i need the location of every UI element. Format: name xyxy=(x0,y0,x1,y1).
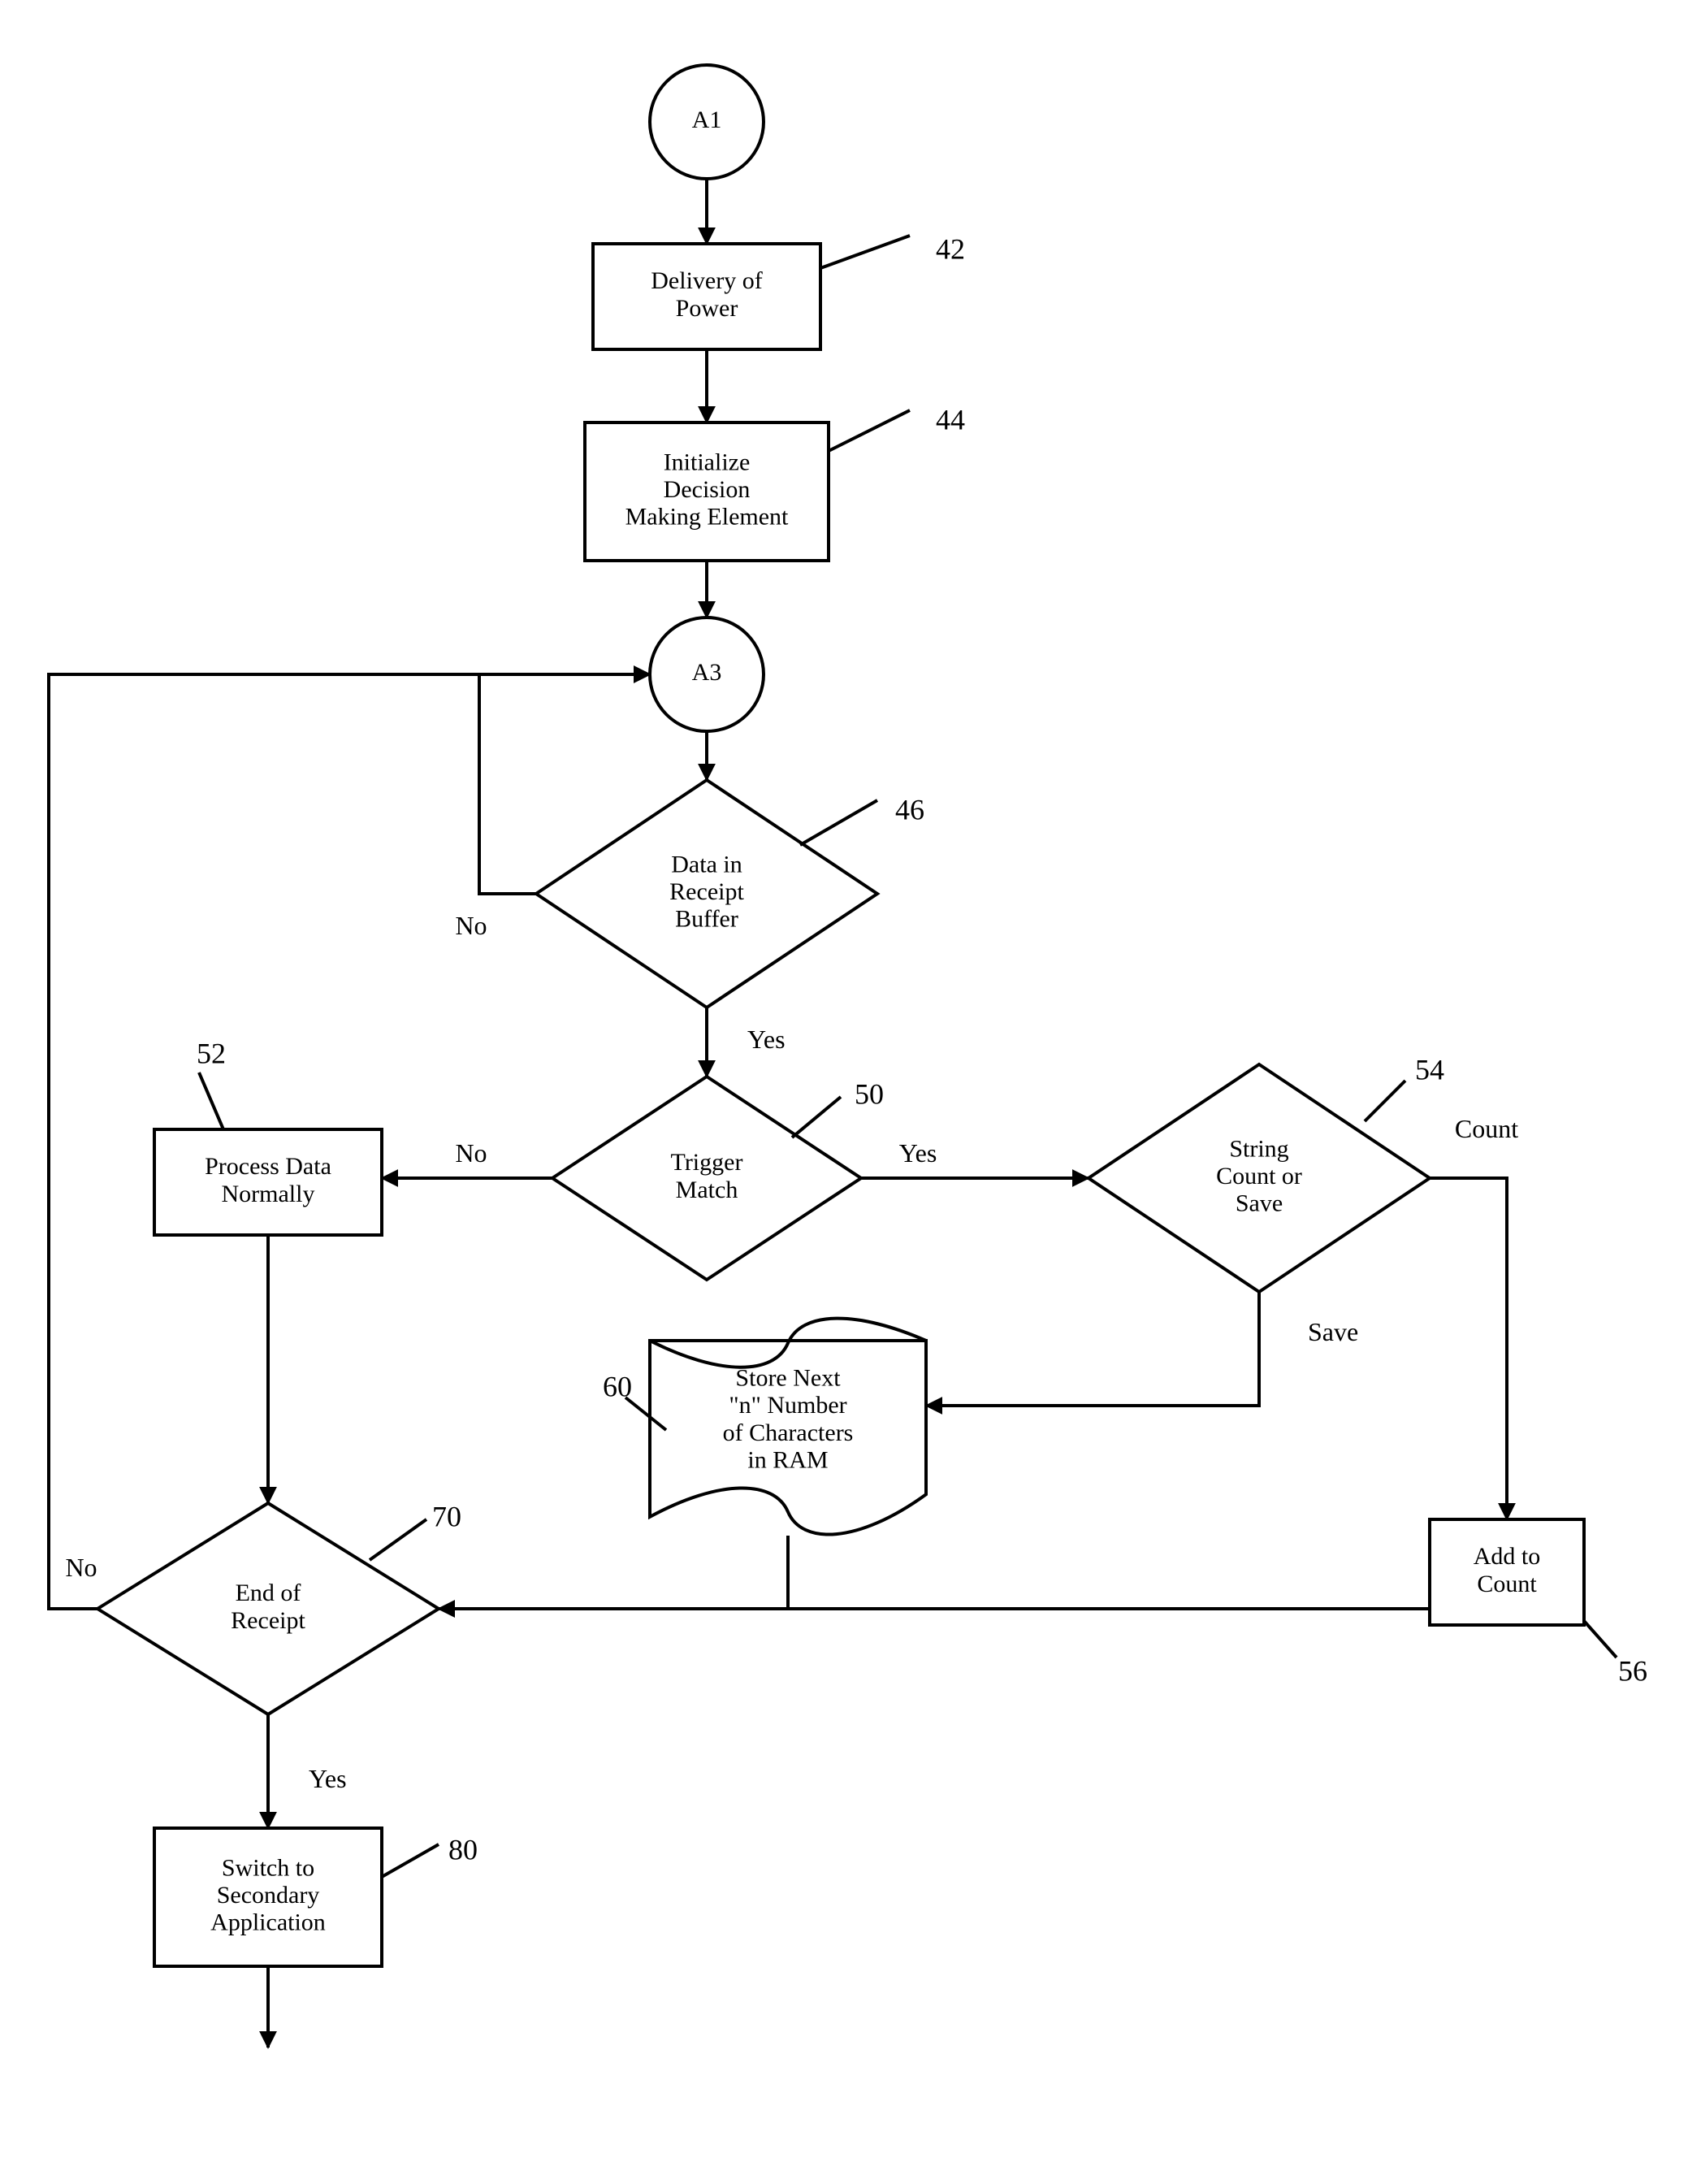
edge-label: Yes xyxy=(309,1764,347,1793)
edge-label: Save xyxy=(1308,1317,1358,1346)
svg-text:Process DataNormally: Process DataNormally xyxy=(205,1153,331,1207)
ref-leader xyxy=(370,1519,426,1560)
svg-text:A1: A1 xyxy=(692,106,722,133)
ref-label: 54 xyxy=(1415,1053,1444,1086)
ref-leader xyxy=(800,800,877,845)
svg-text:End ofReceipt: End ofReceipt xyxy=(231,1580,305,1634)
ref-leader xyxy=(1584,1621,1617,1658)
ref-leader xyxy=(199,1072,223,1129)
ref-label: 50 xyxy=(855,1077,884,1110)
ref-label: 44 xyxy=(936,403,965,436)
svg-text:TriggerMatch: TriggerMatch xyxy=(671,1149,743,1203)
ref-leader xyxy=(829,410,910,451)
ref-label: 46 xyxy=(895,793,924,826)
ref-label: 60 xyxy=(603,1370,632,1402)
ref-label: 80 xyxy=(448,1833,478,1866)
svg-text:Data inReceiptBuffer: Data inReceiptBuffer xyxy=(669,851,744,932)
ref-leader xyxy=(382,1844,439,1877)
edge-label: Yes xyxy=(899,1138,937,1168)
svg-text:Switch toSecondaryApplication: Switch toSecondaryApplication xyxy=(210,1854,326,1935)
edge-label: Count xyxy=(1455,1114,1518,1143)
ref-leader xyxy=(820,236,910,268)
edge-label: No xyxy=(65,1553,97,1582)
ref-label: 42 xyxy=(936,232,965,265)
ref-label: 56 xyxy=(1618,1654,1647,1687)
ref-label: 52 xyxy=(197,1037,226,1069)
edge-label: No xyxy=(455,1138,487,1168)
edge-label: Yes xyxy=(747,1025,786,1054)
svg-text:A3: A3 xyxy=(692,659,722,686)
svg-text:Add toCount: Add toCount xyxy=(1474,1543,1541,1597)
flow-edge xyxy=(1430,1178,1507,1519)
flow-edge xyxy=(926,1292,1259,1406)
ref-leader xyxy=(792,1097,841,1138)
ref-leader xyxy=(1365,1081,1405,1121)
edge-label: No xyxy=(455,911,487,940)
ref-label: 70 xyxy=(432,1500,461,1532)
flow-edge xyxy=(439,1536,788,1609)
